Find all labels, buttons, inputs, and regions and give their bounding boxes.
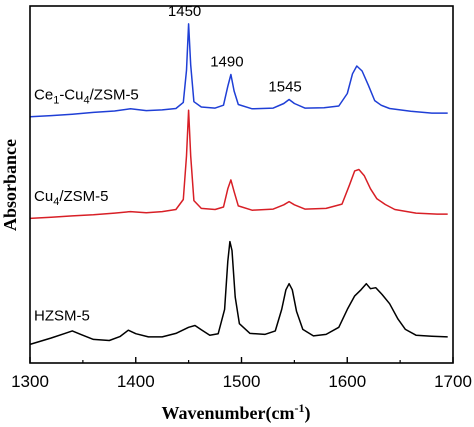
peak-labels: 1450 1490 1545 <box>168 3 302 96</box>
x-tick-label: 1400 <box>117 372 155 391</box>
plot-lines <box>29 23 448 346</box>
series-line-hzsm-5 <box>29 240 448 346</box>
x-axis: 1300 1400 1500 1600 1700 <box>11 357 472 391</box>
series-line-ce1-cu4-zsm-5 <box>29 23 448 118</box>
series-label-ce1-cu4-zsm-5: Ce1-Cu4/ZSM-5 <box>34 87 139 107</box>
peak-label-1490: 1490 <box>210 54 243 71</box>
series-line-cu4-zsm-5 <box>29 109 448 220</box>
x-tick-label: 1600 <box>328 372 366 391</box>
series-label-part: -Cu <box>59 87 83 104</box>
x-axis-title: Wavenumber(cm-1) <box>162 401 311 424</box>
y-axis-title: Absorbance <box>0 139 20 231</box>
x-axis-title-sup: -1 <box>294 401 304 415</box>
peak-label-1545: 1545 <box>268 79 301 96</box>
series-label-hzsm-5: HZSM-5 <box>34 308 90 325</box>
series-label-part: 4 <box>83 95 89 107</box>
x-tick-label: 1500 <box>223 372 261 391</box>
series-label-part: /ZSM-5 <box>90 87 139 104</box>
x-axis-title-main: Wavenumber(cm <box>162 403 295 424</box>
x-axis-title-close: ) <box>304 403 310 424</box>
series-label-part: 4 <box>53 196 59 208</box>
series-label-part: Cu <box>34 188 53 205</box>
series-label-part: /ZSM-5 <box>59 188 108 205</box>
series-label-cu4-zsm-5: Cu4/ZSM-5 <box>34 188 108 208</box>
series-label-part: Ce <box>34 87 53 104</box>
peak-label-1450: 1450 <box>168 3 201 20</box>
series-label-part: 1 <box>53 95 59 107</box>
series-label-part: HZSM-5 <box>34 308 90 325</box>
x-tick-label: 1700 <box>434 372 472 391</box>
x-tick-label: 1300 <box>11 372 49 391</box>
